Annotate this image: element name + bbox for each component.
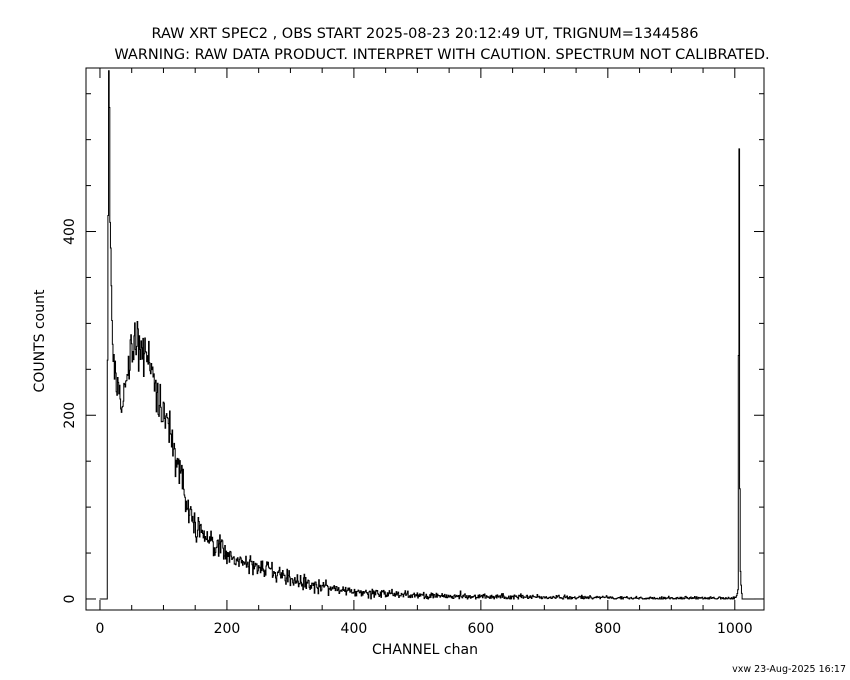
y-axis-label: COUNTS count [32, 289, 48, 392]
x-tick-label: 600 [467, 621, 494, 637]
chart-title: RAW XRT SPEC2 , OBS START 2025-08-23 20:… [152, 26, 699, 42]
y-tick-label: 200 [62, 402, 78, 429]
chart-subtitle: WARNING: RAW DATA PRODUCT. INTERPRET WIT… [114, 47, 769, 63]
x-tick-label: 400 [341, 621, 368, 637]
timestamp-stamp: vxw 23-Aug-2025 16:17 [732, 664, 846, 675]
y-tick-label: 0 [62, 595, 78, 604]
x-tick-label: 800 [594, 621, 621, 637]
x-tick-label: 200 [214, 621, 241, 637]
plot-frame [85, 67, 765, 611]
y-tick-label: 400 [62, 218, 78, 245]
axis-ticks: 0 200 400 600 800 1000 0 200 400 [62, 68, 764, 637]
spectrum-line [99, 70, 756, 600]
x-tick-label: 1000 [717, 621, 753, 637]
x-tick-label: 0 [96, 621, 105, 637]
x-axis-label: CHANNEL chan [372, 642, 478, 658]
